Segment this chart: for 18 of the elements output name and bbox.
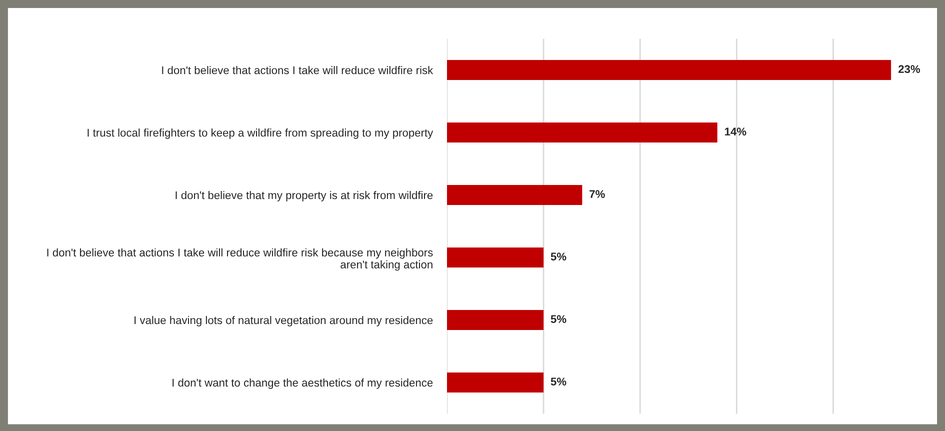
data-label: 5%	[550, 315, 566, 323]
bar	[446, 310, 544, 330]
bar	[446, 185, 582, 206]
data-label: 23%	[898, 65, 920, 74]
y-tick-label: I value having lots of natural vegetation around my residence	[134, 316, 433, 326]
bar	[446, 122, 718, 143]
bar	[446, 60, 892, 80]
data-label: 7%	[590, 190, 605, 198]
bar	[446, 248, 544, 268]
data-label: 5%	[550, 378, 566, 386]
bar	[446, 372, 544, 393]
data-label: 5%	[550, 252, 566, 261]
y-tick-label: I don't believe that actions I take will reduce wildfire risk because my neighbors aren't taking action	[47, 248, 433, 271]
y-tick-label: I don't want to change the aesthetics of my residence	[172, 378, 433, 389]
y-tick-label: I don't believe that my property is at risk from wildfire	[176, 191, 433, 202]
y-tick-label: I trust local firefighters to keep a wildfire from spreading to my property	[88, 128, 434, 139]
data-label: 14%	[724, 128, 746, 136]
y-tick-label: I don't believe that actions I take will reduce wildfire risk	[162, 66, 434, 74]
